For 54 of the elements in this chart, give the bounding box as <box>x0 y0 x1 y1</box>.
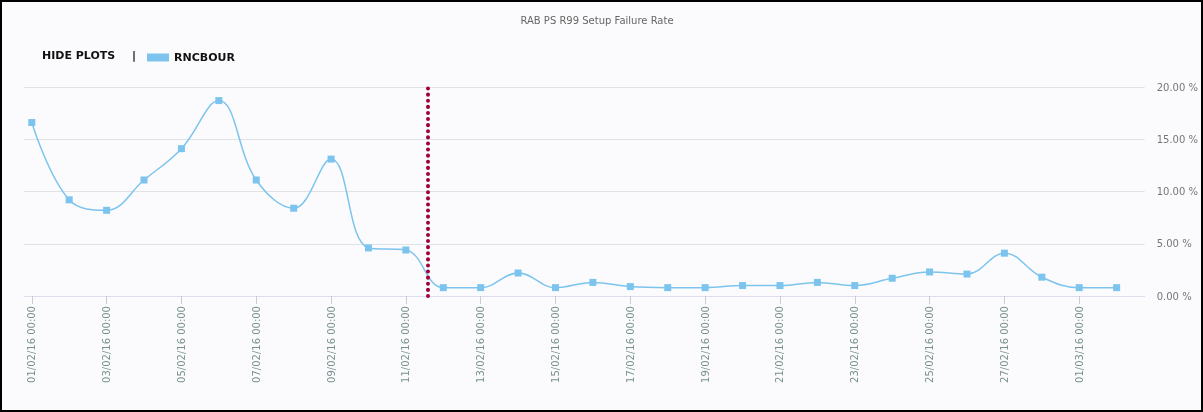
point <box>1113 284 1121 292</box>
x-tick-label: 25/02/16 00:00 <box>924 306 936 383</box>
point <box>252 176 260 184</box>
point <box>813 278 821 286</box>
point <box>514 269 522 277</box>
x-tick-label: 03/02/16 00:00 <box>101 306 113 383</box>
point <box>739 282 747 290</box>
point <box>103 206 111 214</box>
point <box>851 282 859 290</box>
point <box>963 270 971 278</box>
point <box>439 284 447 292</box>
point <box>1038 273 1046 281</box>
x-tick-label: 05/02/16 00:00 <box>175 306 187 383</box>
text: | <box>132 49 137 62</box>
y-tick-label: 5.00 % <box>1156 238 1192 250</box>
y-tick-label: 10.00 % <box>1156 186 1198 197</box>
point <box>290 204 298 212</box>
point <box>28 119 36 127</box>
x-tick-label: 15/02/16 00:00 <box>550 306 562 383</box>
x-tick-label: 01/02/16 00:00 <box>26 306 38 383</box>
text: HIDE PLOTS <box>42 49 116 62</box>
point <box>1075 284 1083 292</box>
point <box>552 284 560 292</box>
x-tick-label: 17/02/16 00:00 <box>624 306 636 383</box>
point <box>364 244 372 252</box>
point <box>1000 249 1008 257</box>
point <box>701 284 709 292</box>
chart-title: RAB PS R99 Setup Failure Rate <box>520 14 674 26</box>
x-tick-label: 21/02/16 00:00 <box>774 306 786 383</box>
point <box>140 176 148 184</box>
point <box>888 274 896 282</box>
point <box>589 278 597 286</box>
point <box>215 97 223 105</box>
x-tick-label: 27/02/16 00:00 <box>998 306 1010 383</box>
point <box>926 268 934 276</box>
x-tick-label: 23/02/16 00:00 <box>849 306 861 383</box>
legend-label: RNCBOUR <box>174 51 236 64</box>
y-tick-label: 0.00 % <box>1156 290 1192 302</box>
point <box>402 246 410 254</box>
x-tick-label: 11/02/16 00:00 <box>400 306 412 383</box>
x-tick-label: 13/02/16 00:00 <box>475 306 487 383</box>
x-tick-label: 09/02/16 00:00 <box>325 306 337 383</box>
point <box>477 284 485 292</box>
x-tick-label: 19/02/16 00:00 <box>699 306 711 383</box>
point <box>177 145 185 153</box>
y-tick-label: 15.00 % <box>1156 133 1198 145</box>
x-tick-label: 07/02/16 00:00 <box>250 306 262 383</box>
point <box>776 282 784 290</box>
point <box>65 196 73 204</box>
point <box>327 155 335 163</box>
y-tick-label: 20.00 % <box>1156 81 1198 93</box>
point <box>626 283 634 291</box>
point <box>664 284 672 292</box>
x-tick-label: 01/03/16 00:00 <box>1073 306 1085 383</box>
